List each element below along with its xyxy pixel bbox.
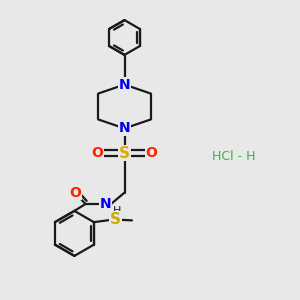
Text: N: N [99, 197, 111, 211]
Text: O: O [92, 146, 104, 160]
Text: S: S [110, 212, 121, 227]
Text: N: N [119, 78, 130, 92]
Text: S: S [119, 146, 130, 160]
Text: N: N [119, 122, 130, 135]
Text: O: O [69, 186, 81, 200]
Text: HCl - H: HCl - H [212, 149, 256, 163]
Text: H: H [113, 206, 121, 216]
Text: O: O [146, 146, 158, 160]
